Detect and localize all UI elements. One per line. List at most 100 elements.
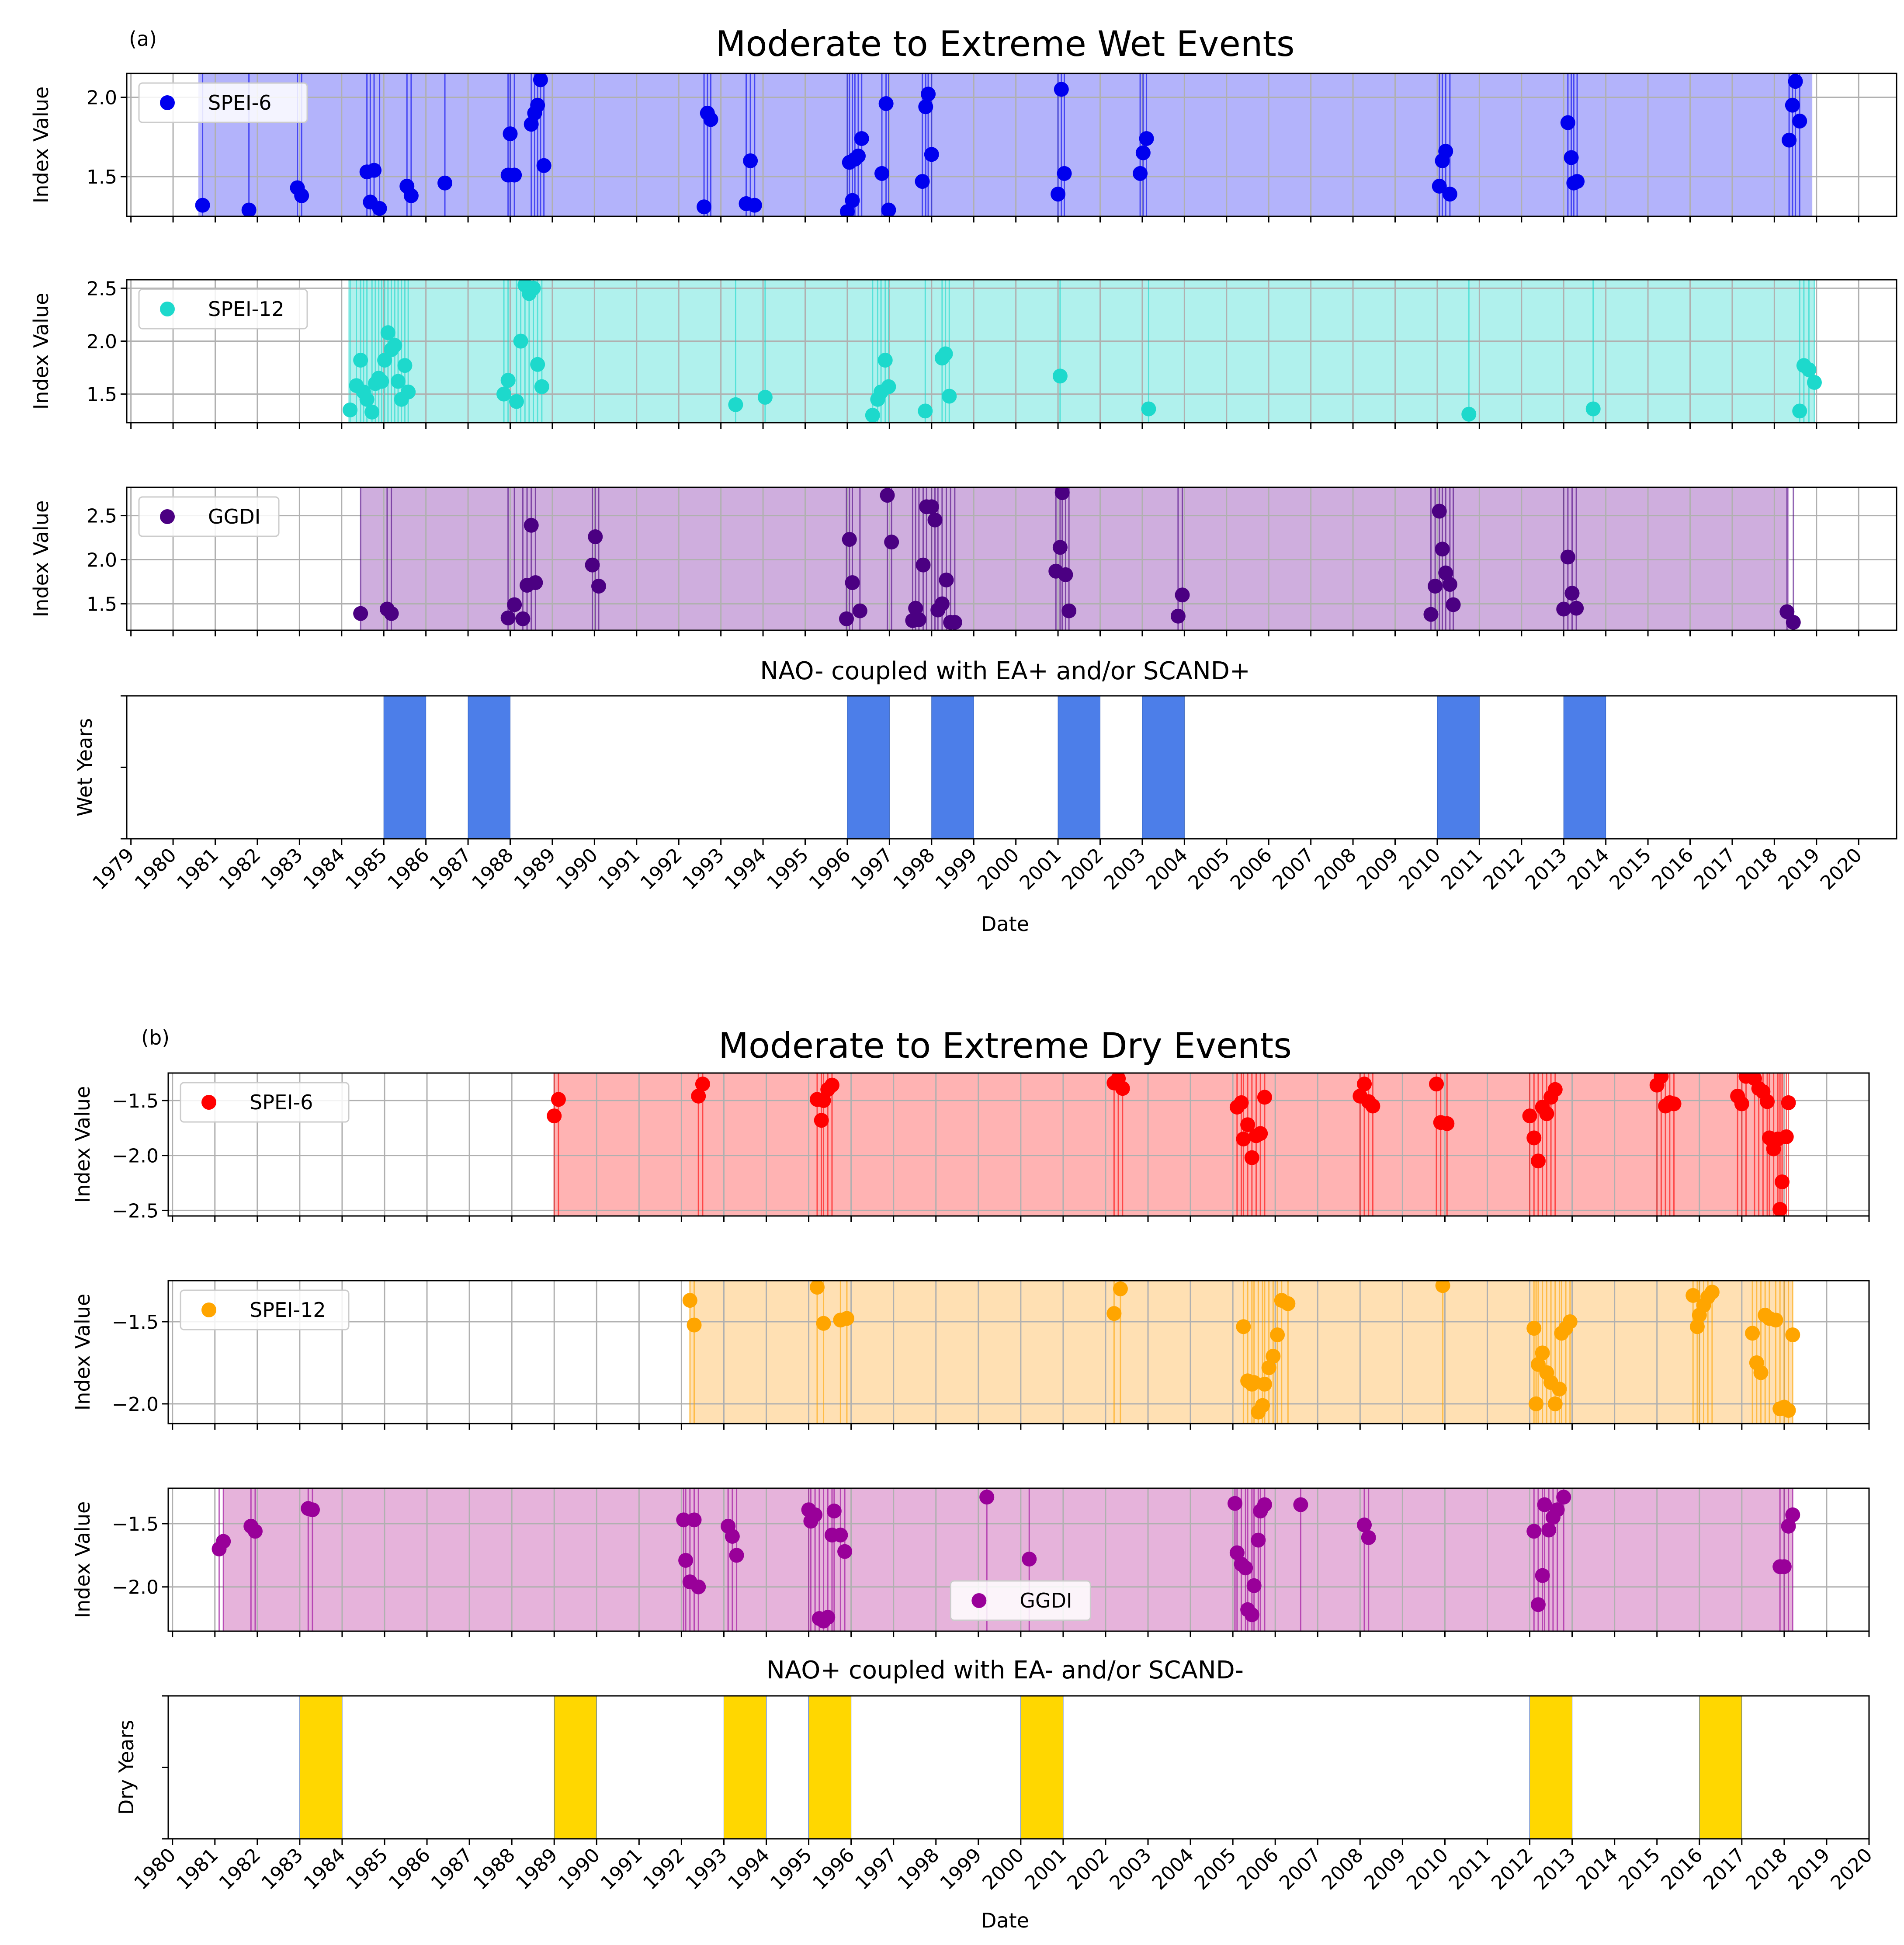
- x-tick-label: 1988: [469, 1844, 520, 1894]
- data-point: [1753, 1365, 1769, 1380]
- x-tick-label: 2008: [1311, 844, 1361, 894]
- x-tick-label: 2020: [1827, 1844, 1877, 1894]
- plot-area: [127, 280, 1897, 423]
- data-point: [1435, 1281, 1450, 1293]
- data-point: [979, 1490, 995, 1505]
- data-point: [588, 529, 603, 545]
- data-point: [939, 572, 954, 587]
- y-axis-label: Index Value: [29, 293, 53, 410]
- x-tick-label: 2013: [1521, 844, 1571, 894]
- legend-label: GGDI: [1020, 1589, 1072, 1612]
- x-tick-label: 1990: [554, 1844, 604, 1894]
- dry-bars-title: NAO+ coupled with EA- and/or SCAND-: [766, 1656, 1244, 1685]
- x-tick-label: 1980: [130, 1844, 180, 1894]
- data-point: [530, 357, 545, 372]
- x-tick-label: 1999: [936, 1844, 986, 1894]
- x-tick-label: 2013: [1529, 1844, 1580, 1894]
- data-point: [353, 606, 368, 621]
- data-point: [845, 193, 860, 208]
- data-point: [372, 201, 387, 216]
- data-point: [1438, 565, 1453, 580]
- x-tick-label: 2006: [1233, 1844, 1283, 1894]
- data-point: [1052, 540, 1068, 555]
- data-point: [1782, 132, 1797, 148]
- x-tick-label: 1979: [88, 844, 139, 894]
- data-point: [839, 1311, 854, 1326]
- data-point: [725, 1528, 740, 1544]
- bar-2003: [1142, 696, 1185, 839]
- data-point: [401, 384, 416, 399]
- data-point: [534, 379, 549, 394]
- data-point: [1170, 608, 1186, 624]
- data-point: [1686, 1288, 1701, 1303]
- data-point: [397, 358, 413, 373]
- data-point: [507, 597, 522, 612]
- x-tick-label: 1990: [552, 844, 602, 894]
- data-point: [877, 353, 893, 368]
- data-point: [1570, 174, 1585, 189]
- x-tick-label: 2018: [1741, 1844, 1792, 1894]
- data-point: [1246, 1578, 1262, 1593]
- data-point: [695, 1077, 710, 1092]
- y-tick-label: 2.0: [87, 87, 117, 109]
- event-span: [690, 1281, 1793, 1424]
- data-point: [747, 198, 762, 213]
- x-tick-label: 2012: [1487, 1844, 1537, 1894]
- x-tick-label: 1991: [597, 1844, 647, 1894]
- data-point: [1792, 114, 1807, 129]
- bar-2010: [1437, 696, 1480, 839]
- data-point: [1054, 487, 1070, 500]
- data-point: [1779, 1129, 1794, 1144]
- data-point: [1227, 1496, 1242, 1511]
- legend-box: [950, 1580, 1091, 1621]
- x-tick-label: 2003: [1106, 1844, 1156, 1894]
- data-point: [294, 188, 309, 203]
- data-point: [1429, 1077, 1444, 1092]
- data-point: [1229, 1545, 1245, 1560]
- data-point: [1689, 1319, 1705, 1334]
- legend-label: SPEI-6: [208, 91, 271, 115]
- x-tick-label: 1992: [639, 1844, 689, 1894]
- data-point: [1539, 1106, 1554, 1122]
- legend-label: GGDI: [208, 505, 260, 528]
- legend-box: [180, 1289, 350, 1330]
- y-tick-label: −1.5: [112, 1513, 159, 1535]
- data-point: [1788, 74, 1803, 89]
- data-point: [1807, 375, 1822, 390]
- x-tick-label: 1998: [893, 1844, 943, 1894]
- x-tick-label: 1984: [299, 844, 349, 894]
- data-point: [911, 612, 926, 627]
- data-point: [1585, 401, 1601, 417]
- x-tick-label: 1980: [131, 844, 181, 894]
- bar-1989: [554, 1696, 597, 1839]
- data-point: [918, 99, 933, 115]
- data-point: [1535, 1345, 1550, 1361]
- x-tick-label: 1989: [512, 1844, 562, 1894]
- data-point: [1428, 579, 1443, 594]
- data-point: [1560, 115, 1575, 130]
- y-tick-label: 2.0: [87, 330, 117, 353]
- data-point: [678, 1553, 694, 1568]
- dry-events-title: Moderate to Extreme Dry Events: [718, 1025, 1292, 1066]
- y-tick-label: 1.5: [87, 593, 117, 615]
- data-point: [1051, 187, 1066, 202]
- y-axis-label: Index Value: [71, 1501, 94, 1619]
- data-point: [1768, 1313, 1783, 1328]
- data-point: [1058, 567, 1073, 582]
- data-point: [1236, 1131, 1251, 1146]
- data-point: [697, 199, 712, 215]
- x-tick-label: 2006: [1226, 844, 1276, 894]
- x-tick-label: 2020: [1816, 844, 1866, 894]
- data-point: [1236, 1319, 1251, 1334]
- x-tick-label: 1992: [636, 844, 687, 894]
- data-point: [591, 579, 606, 594]
- event-span: [198, 73, 1813, 216]
- x-tick-label: 1998: [889, 844, 939, 894]
- data-point: [1432, 178, 1447, 194]
- data-point: [387, 338, 402, 353]
- data-point: [1054, 82, 1069, 97]
- data-point: [1556, 1490, 1571, 1505]
- data-point: [1106, 1306, 1122, 1321]
- x-tick-label: 1987: [427, 1844, 477, 1894]
- x-tick-label: 1996: [808, 1844, 859, 1894]
